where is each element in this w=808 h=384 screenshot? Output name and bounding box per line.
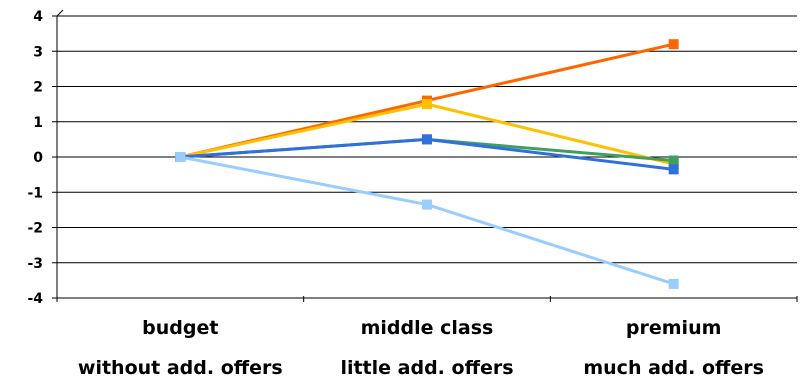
y-tick-labels: 4 3 2 1 0 -1 -2 -3 -4 — [27, 9, 57, 307]
y-tick-label: -2 — [27, 221, 43, 237]
data-point — [422, 199, 432, 210]
series-line — [180, 155, 675, 286]
y-tick-label: 0 — [33, 150, 43, 166]
x-category-label: budget — [142, 317, 218, 339]
data-point — [668, 278, 679, 289]
x-category-sublabel: little add. offers — [340, 357, 513, 379]
data-point — [175, 152, 186, 162]
x-category-label: middle class — [361, 317, 494, 339]
series-markers — [175, 39, 679, 289]
category-labels: budget middle class premium without add. of… — [78, 317, 764, 379]
y-tick-label: -3 — [27, 256, 43, 272]
y-axis-top-tick — [56, 9, 64, 17]
data-point — [668, 164, 679, 175]
y-tick-label: 2 — [33, 80, 43, 96]
x-category-sublabel: much add. offers — [583, 357, 764, 379]
gridlines — [57, 15, 797, 299]
y-tick-label: -1 — [27, 185, 43, 201]
y-tick-label: -4 — [27, 291, 43, 307]
y-tick-label: 1 — [33, 115, 43, 131]
data-point — [422, 99, 432, 110]
data-point — [422, 134, 432, 145]
x-tick-marks — [56, 296, 798, 302]
x-category-sublabel: without add. offers — [78, 357, 283, 379]
data-point — [668, 39, 679, 50]
y-tick-label: 4 — [33, 9, 43, 25]
series-lines — [179, 42, 675, 286]
data-point — [668, 155, 679, 166]
axes — [56, 9, 64, 298]
x-category-label: premium — [626, 317, 722, 339]
y-tick-label: 3 — [33, 44, 43, 60]
